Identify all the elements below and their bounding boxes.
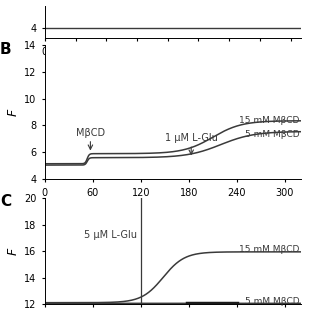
Text: 5 mM MβCD: 5 mM MβCD xyxy=(244,130,299,139)
Text: 5 mM MβCD: 5 mM MβCD xyxy=(244,297,299,306)
Text: C: C xyxy=(0,194,12,209)
X-axis label: Time, s: Time, s xyxy=(154,203,192,213)
Text: MβCD: MβCD xyxy=(76,128,105,138)
Text: 5 μM L-Glu: 5 μM L-Glu xyxy=(84,230,137,240)
Y-axis label: F: F xyxy=(7,248,20,255)
X-axis label: Time, s: Time, s xyxy=(154,62,192,72)
Text: 15 mM MβCD: 15 mM MβCD xyxy=(239,116,299,125)
Text: 15 mM MβCD: 15 mM MβCD xyxy=(239,245,299,254)
Text: B: B xyxy=(0,42,12,57)
Text: 1 μM L-Glu: 1 μM L-Glu xyxy=(165,133,218,143)
Y-axis label: F: F xyxy=(7,108,20,116)
